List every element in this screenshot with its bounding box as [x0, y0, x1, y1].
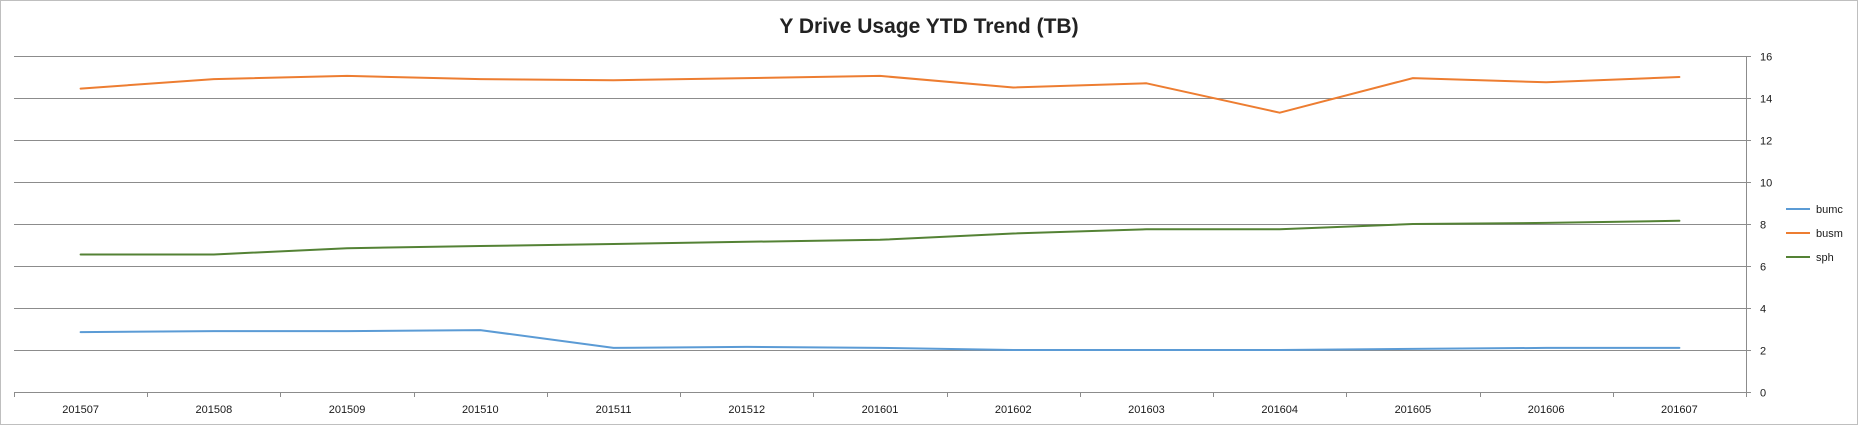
x-tick-label: 201604	[1261, 404, 1298, 416]
x-tick-label: 201510	[462, 404, 499, 416]
series-line-busm	[79, 74, 1681, 114]
gridlines	[14, 56, 1746, 351]
x-tick-label: 201607	[1661, 404, 1698, 416]
x-tick-label: 201507	[62, 404, 99, 416]
y-tick-label: 10	[1760, 178, 1772, 190]
y-tick-label: 12	[1760, 136, 1772, 148]
x-tick-label: 201601	[862, 404, 899, 416]
x-tick-label: 201602	[995, 404, 1032, 416]
legend-label-busm: busm	[1816, 228, 1843, 240]
x-tick-label: 201509	[329, 404, 366, 416]
axes: 0 2 4 6 8 10 12 14 16 201507 201508 201509 201510 201…	[14, 52, 1772, 416]
y-tick-label: 8	[1760, 220, 1766, 232]
x-tick-label: 201606	[1528, 404, 1565, 416]
x-tick-label: 201508	[195, 404, 232, 416]
legend-label-bumc: bumc	[1816, 204, 1843, 216]
x-tick-label: 201603	[1128, 404, 1165, 416]
x-tick-label: 201512	[728, 404, 765, 416]
legend: bumc busm sph	[1786, 204, 1843, 264]
x-tick-label: 201605	[1395, 404, 1432, 416]
y-tick-label: 4	[1760, 304, 1766, 316]
series-line-sph	[79, 219, 1681, 256]
y-tick-label: 14	[1760, 94, 1772, 106]
x-tick-label: 201511	[596, 404, 632, 416]
y-tick-label: 0	[1760, 388, 1766, 400]
series-line-bumc	[79, 329, 1681, 351]
series-lines	[79, 74, 1681, 351]
chart-title: Y Drive Usage YTD Trend (TB)	[779, 15, 1078, 38]
legend-label-sph: sph	[1816, 252, 1834, 264]
y-tick-label: 2	[1760, 346, 1766, 358]
y-tick-label: 16	[1760, 52, 1772, 64]
y-tick-label: 6	[1760, 262, 1766, 274]
